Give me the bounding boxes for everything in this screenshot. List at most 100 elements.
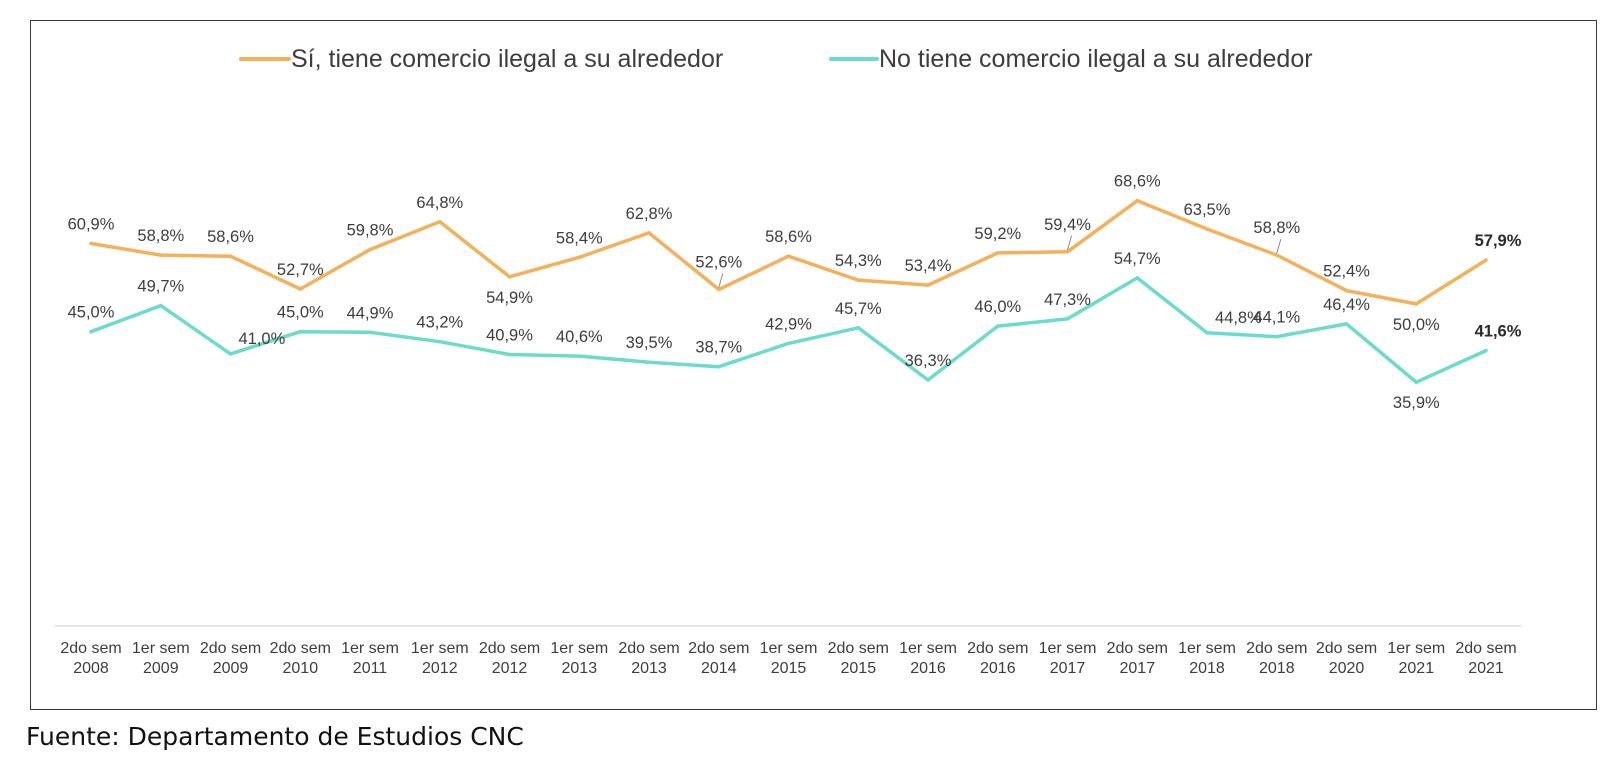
x-tick-label: 2do sem 2014 [688, 640, 749, 677]
data-point [926, 378, 930, 382]
data-point [926, 283, 930, 287]
data-label: 42,9% [765, 315, 812, 333]
data-label: 52,7% [277, 261, 324, 279]
data-label: 54,9% [486, 289, 533, 307]
data-label: 41,0% [239, 330, 286, 348]
x-tick-label: 1er sem 2013 [550, 640, 608, 677]
x-tick-label: 2do sem 2017 [1107, 640, 1168, 677]
data-point [298, 287, 303, 291]
x-tick-label: 1er sem 2009 [132, 640, 190, 677]
x-tick-label: 2do sem 2012 [479, 640, 540, 677]
x-tick-label: 1er sem 2011 [341, 640, 399, 677]
data-label: 39,5% [626, 334, 673, 352]
x-tick-label: 2do sem 2018 [1246, 640, 1307, 677]
data-point [438, 339, 442, 344]
data-label: 57,9% [1475, 232, 1522, 250]
data-label: 45,0% [68, 304, 115, 322]
data-point [1065, 317, 1070, 321]
data-label: 68,6% [1114, 173, 1161, 191]
data-point [996, 324, 1000, 328]
data-label: 49,7% [137, 278, 184, 296]
data-label: 38,7% [695, 339, 742, 357]
data-point [159, 303, 163, 308]
data-point [786, 341, 791, 346]
data-point [1205, 331, 1209, 335]
x-tick-label: 1er sem 2015 [760, 640, 818, 677]
data-label: 52,6% [695, 254, 742, 272]
data-point [89, 329, 93, 334]
x-tick-label: 2do sem 2010 [270, 640, 331, 677]
data-point [577, 255, 582, 260]
data-point [368, 330, 372, 335]
data-point [1344, 288, 1349, 293]
data-point [856, 278, 861, 282]
data-point [228, 254, 233, 258]
data-point [298, 329, 303, 334]
data-label: 60,9% [68, 216, 115, 234]
data-label: 44,8% [1215, 309, 1262, 327]
data-point [1484, 348, 1488, 353]
x-tick-label: 1er sem 2018 [1178, 640, 1236, 677]
data-point [228, 352, 233, 356]
chart-legend: Sí, tiene comercio ilegal a su alrededor… [239, 45, 1313, 73]
data-point [507, 275, 512, 279]
data-point [1135, 198, 1140, 203]
x-tick-label: 1er sem 2021 [1387, 640, 1445, 677]
data-point [89, 241, 93, 246]
x-tick-label: 1er sem 2012 [411, 640, 469, 677]
data-label: 53,4% [905, 257, 952, 275]
data-point [159, 253, 163, 257]
data-label: 64,8% [416, 194, 463, 212]
data-point [1344, 322, 1349, 326]
label-leader-line [1276, 238, 1282, 254]
data-point [1414, 380, 1419, 385]
data-label: 44,9% [347, 304, 394, 322]
legend-label-no: No tiene comercio ilegal a su alrededor [879, 45, 1313, 73]
data-point [438, 220, 442, 224]
data-point [1414, 302, 1419, 306]
data-point [577, 354, 582, 358]
data-label: 40,9% [486, 327, 533, 345]
data-label: 59,4% [1044, 216, 1091, 234]
x-tick-label: 2do sem 2021 [1455, 640, 1516, 677]
chart-frame: Sí, tiene comercio ilegal a su alrededor… [30, 20, 1597, 710]
data-point [507, 352, 512, 357]
data-point [1275, 334, 1279, 339]
data-point [717, 287, 721, 292]
data-point [786, 254, 791, 258]
data-label: 58,8% [1253, 219, 1300, 237]
data-point [1065, 250, 1070, 254]
data-label: 62,8% [626, 205, 673, 223]
x-tick-label: 2do sem 2009 [200, 640, 261, 677]
data-label: 58,8% [137, 227, 184, 245]
data-label: 47,3% [1044, 291, 1091, 309]
data-label: 58,6% [765, 228, 812, 246]
data-point [1205, 227, 1209, 231]
data-label: 59,2% [974, 225, 1021, 243]
data-point [1275, 253, 1279, 257]
data-label: 63,5% [1184, 201, 1231, 219]
data-label: 36,3% [905, 352, 952, 370]
series-layer [89, 198, 1488, 385]
data-label: 41,6% [1475, 323, 1522, 341]
data-point [856, 326, 861, 330]
x-tick-label: 2do sem 2008 [60, 640, 121, 677]
data-label: 54,7% [1114, 250, 1161, 268]
x-tick-label: 1er sem 2017 [1039, 640, 1097, 677]
data-label: 44,1% [1253, 309, 1300, 327]
data-label: 46,4% [1323, 296, 1370, 314]
data-point [1484, 258, 1488, 262]
data-label: 40,6% [556, 328, 603, 346]
data-label: 45,0% [277, 304, 324, 322]
data-point [647, 231, 651, 235]
legend-label-si: Sí, tiene comercio ilegal a su alrededor [291, 45, 723, 73]
data-label-layer: 60,9% 58,8% 58,6% 52,7% 59,8% 64,8% 54,9% 58,4%… [68, 173, 1522, 413]
data-label: 59,8% [347, 222, 394, 240]
data-point [368, 247, 372, 252]
x-tick-label: 1er sem 2016 [899, 640, 957, 677]
data-point [717, 364, 721, 369]
data-label: 46,0% [974, 298, 1021, 316]
source-note: Fuente: Departamento de Estudios CNC [26, 722, 524, 751]
data-point [996, 251, 1000, 255]
